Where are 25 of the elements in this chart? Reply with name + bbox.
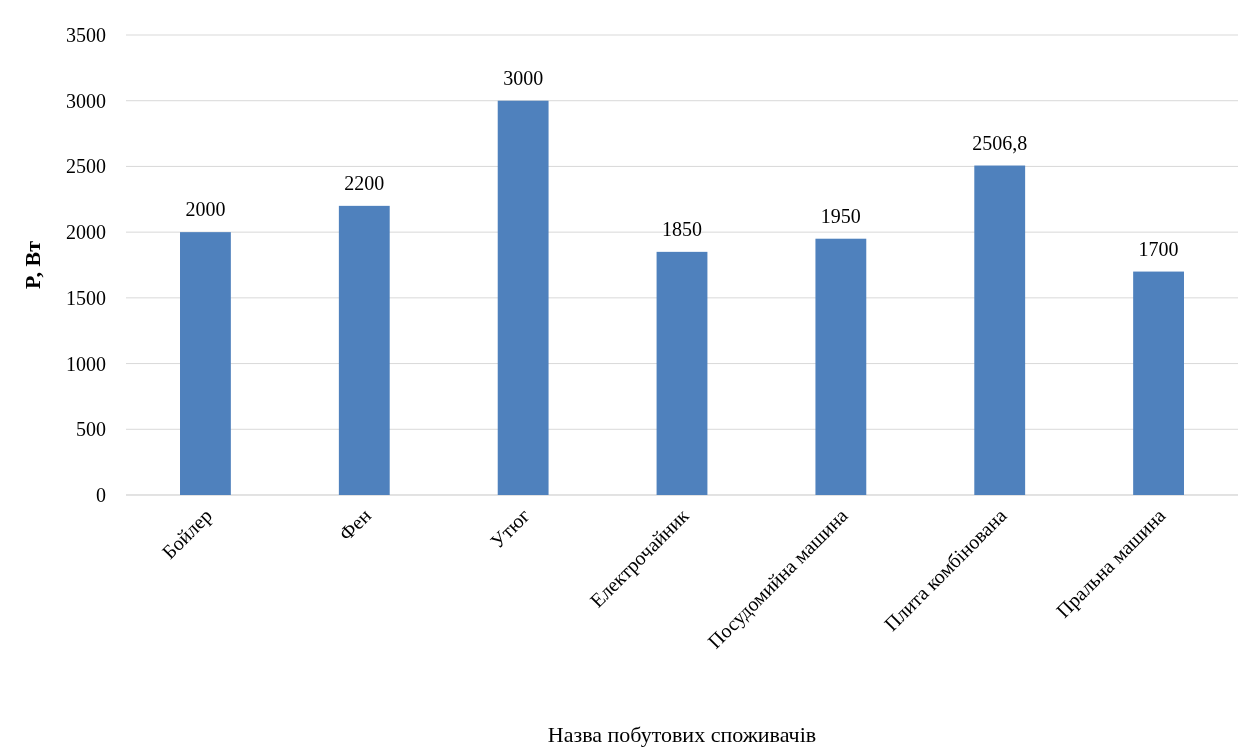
y-tick-label: 0 xyxy=(96,484,106,506)
bar xyxy=(497,100,549,495)
bar xyxy=(338,205,390,495)
data-label: 2506,8 xyxy=(972,131,1028,154)
x-tick-label: Фен xyxy=(334,504,376,545)
data-label: 2200 xyxy=(344,171,385,194)
y-tick-label: 2000 xyxy=(66,221,106,244)
bar xyxy=(656,251,708,495)
y-tick-label: 1500 xyxy=(66,286,106,309)
data-label: 3000 xyxy=(503,66,544,89)
y-tick-label: 1000 xyxy=(66,352,106,375)
y-tick-label: 2500 xyxy=(66,155,106,178)
data-label: 1850 xyxy=(662,217,702,240)
data-label: 1950 xyxy=(820,204,861,227)
bar xyxy=(974,165,1026,495)
bar xyxy=(180,232,231,495)
y-tick-label: 3500 xyxy=(66,24,106,46)
y-tick-label: 3000 xyxy=(66,89,106,112)
data-label: 1700 xyxy=(1138,237,1179,260)
bar xyxy=(1133,271,1184,495)
y-axis-title: P, Вт xyxy=(20,240,45,289)
y-tick-label: 500 xyxy=(76,418,106,441)
x-axis-title: Назва побутових споживачів xyxy=(547,722,817,747)
data-label: 2000 xyxy=(185,198,226,221)
bar xyxy=(815,238,867,495)
